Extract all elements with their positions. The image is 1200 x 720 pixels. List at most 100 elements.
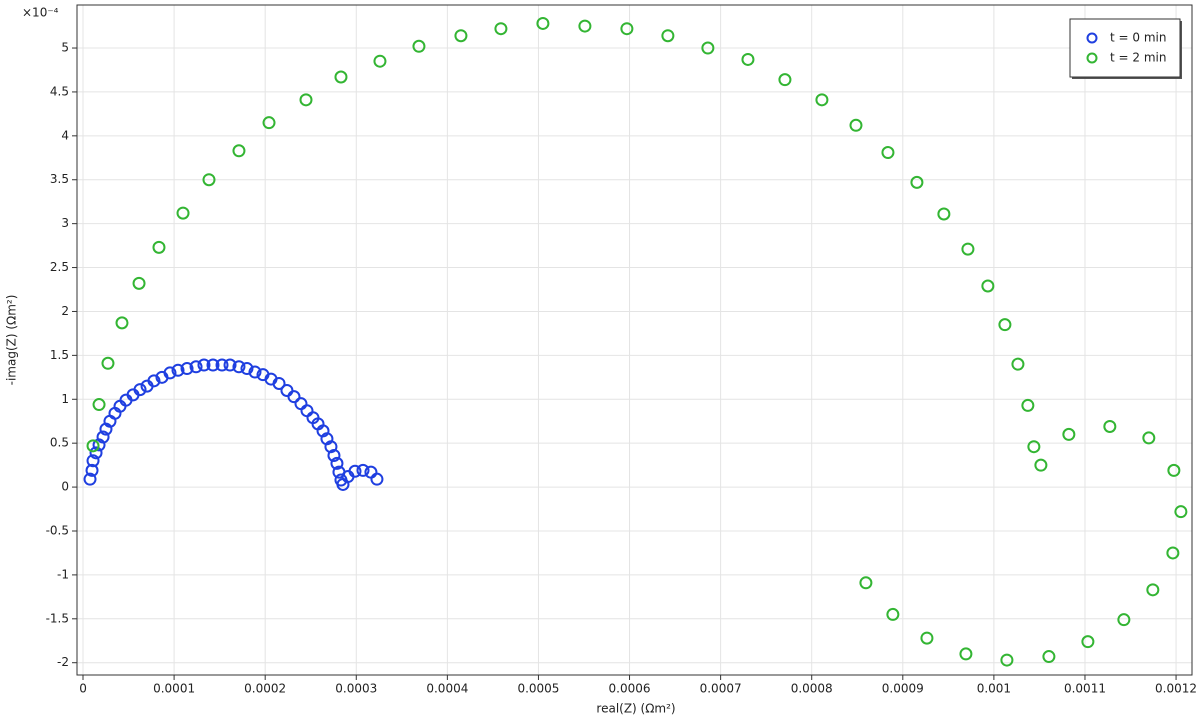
- data-point: [133, 383, 147, 397]
- y-tick-label: 4: [61, 128, 69, 142]
- data-point: [1011, 357, 1025, 371]
- x-tick-label: 0.0009: [882, 682, 924, 696]
- data-point: [92, 398, 106, 412]
- legend-marker: [1086, 32, 1098, 44]
- data-point: [1174, 505, 1188, 519]
- legend: [1069, 18, 1181, 78]
- data-point: [1166, 546, 1180, 560]
- x-tick-label: 0.0006: [609, 682, 651, 696]
- data-point: [536, 16, 550, 30]
- data-point: [299, 93, 313, 107]
- y-tick-label: -1.5: [46, 611, 69, 625]
- data-point: [240, 362, 254, 376]
- data-point: [741, 52, 755, 66]
- y-tick-label: 2.5: [50, 260, 69, 274]
- data-point: [232, 144, 246, 158]
- data-point: [1117, 613, 1131, 627]
- x-tick-label: 0.0007: [700, 682, 742, 696]
- data-point: [364, 465, 378, 479]
- x-tick-label: 0.0008: [791, 682, 833, 696]
- data-point: [620, 22, 634, 36]
- data-point: [300, 404, 314, 418]
- data-point: [330, 456, 344, 470]
- data-point: [324, 440, 338, 454]
- grid: [77, 5, 1192, 675]
- data-point: [961, 242, 975, 256]
- x-tick-label: 0.0011: [1064, 682, 1106, 696]
- data-point: [294, 397, 308, 411]
- data-point: [778, 73, 792, 87]
- data-point: [272, 376, 286, 390]
- y-tick-label: 3.5: [50, 172, 69, 186]
- data-point: [1062, 427, 1076, 441]
- data-point: [189, 360, 203, 374]
- data-point: [454, 29, 468, 43]
- data-point: [981, 279, 995, 293]
- data-point: [1042, 650, 1056, 664]
- data-point: [356, 463, 370, 477]
- data-point: [197, 358, 211, 372]
- legend-marker: [1086, 52, 1098, 64]
- x-tick-label: 0.0012: [1155, 682, 1197, 696]
- x-tick-label: 0.0001: [153, 682, 195, 696]
- data-point: [1027, 440, 1041, 454]
- data-point: [937, 207, 951, 221]
- data-point: [86, 439, 100, 453]
- data-point: [701, 41, 715, 55]
- data-point: [83, 472, 97, 486]
- data-point: [1034, 458, 1048, 472]
- y-tick-label: 5: [61, 41, 69, 55]
- data-point: [881, 146, 895, 160]
- plot-frame: [76, 4, 1193, 676]
- data-point: [886, 607, 900, 621]
- data-point: [152, 240, 166, 254]
- data-point: [1103, 419, 1117, 433]
- data-point: [327, 448, 341, 462]
- data-point: [494, 22, 508, 36]
- data-point: [206, 358, 220, 372]
- data-point: [248, 365, 262, 379]
- y-tick-label: -1: [57, 567, 69, 581]
- data-point: [85, 463, 99, 477]
- data-point: [176, 206, 190, 220]
- data-point: [280, 383, 294, 397]
- x-tick-label: 0.001: [977, 682, 1011, 696]
- data-point: [910, 175, 924, 189]
- y-tick-label: 1: [61, 392, 69, 406]
- data-point: [232, 360, 246, 374]
- data-point: [1142, 431, 1156, 445]
- y-tick-label: 2: [61, 304, 69, 318]
- data-point: [815, 93, 829, 107]
- x-axis-label: real(Z) (Ωm²): [596, 702, 675, 716]
- data-point: [334, 70, 348, 84]
- data-point: [223, 358, 237, 372]
- data-point: [959, 647, 973, 661]
- data-point: [348, 464, 362, 478]
- data-point: [920, 631, 934, 645]
- data-point: [1000, 653, 1014, 667]
- data-point: [180, 362, 194, 376]
- x-tick-label: 0.0003: [335, 682, 377, 696]
- data-point: [1146, 583, 1160, 597]
- y-tick-label: 0: [61, 480, 69, 494]
- x-tick-label: 0.0004: [426, 682, 468, 696]
- data-point: [370, 472, 384, 486]
- y-tick-label: -0.5: [46, 523, 69, 537]
- data-point: [859, 576, 873, 590]
- x-tick-label: 0.0002: [244, 682, 286, 696]
- legend-label: t = 0 min: [1110, 31, 1166, 45]
- data-point: [171, 363, 185, 377]
- data-point: [412, 39, 426, 53]
- data-point: [1167, 463, 1181, 477]
- y-tick-label: -2: [57, 655, 69, 669]
- legend-label: t = 2 min: [1110, 51, 1166, 65]
- y-tick-label: 3: [61, 216, 69, 230]
- data-point: [202, 173, 216, 187]
- data-point: [998, 318, 1012, 332]
- data-point: [86, 454, 100, 468]
- data-point: [1081, 635, 1095, 649]
- data-point: [163, 366, 177, 380]
- y-tick-label: 4.5: [50, 84, 69, 98]
- data-point: [115, 316, 129, 330]
